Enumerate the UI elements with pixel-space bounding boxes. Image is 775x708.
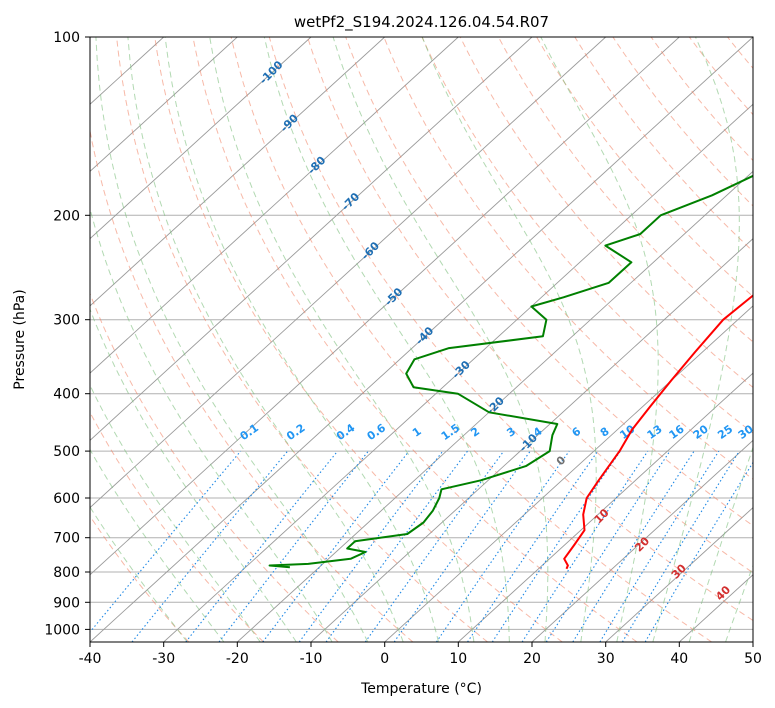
dry-adiabat-line <box>345 37 753 527</box>
dry-adiabat-line <box>536 37 753 298</box>
mixing-ratio-line <box>131 450 289 642</box>
isotherm-line <box>384 305 753 642</box>
isotherm-line <box>457 372 753 642</box>
x-tick-label: -20 <box>226 651 249 667</box>
isotherm-line <box>90 37 607 509</box>
plot-frame <box>89 36 754 643</box>
dry-adiabat-line <box>90 411 264 642</box>
dry-adiabat-line <box>307 37 753 574</box>
x-axis-label: Temperature (°C) <box>360 681 482 697</box>
mixing-ratio-line <box>298 450 444 642</box>
mixing-ratio-line <box>185 450 339 642</box>
moist-adiabat-line <box>725 564 753 642</box>
y-tick-label: 900 <box>53 595 80 611</box>
dry-adiabat-line <box>497 37 753 343</box>
isotherm-line <box>236 170 753 642</box>
dry-adiabat-line <box>421 37 753 434</box>
mixing-ratio-line <box>435 450 570 642</box>
dry-adiabat-line <box>459 37 753 389</box>
isotherm-line <box>90 37 238 173</box>
plot-area: 0.10.20.40.611.52346810131620253036-100-… <box>90 37 756 642</box>
y-tick-label: 700 <box>53 531 80 547</box>
mixing-ratio-line <box>545 450 671 642</box>
y-tick-label: 600 <box>53 491 80 507</box>
x-tick-label: 10 <box>449 651 467 667</box>
moist-adiabat-line <box>332 37 549 642</box>
y-tick-label: 500 <box>53 444 80 460</box>
moist-adiabat-line <box>688 445 753 642</box>
y-tick-label: 1000 <box>44 622 80 638</box>
isotherm-line <box>605 506 753 642</box>
dewpoint-profile-line <box>268 174 753 569</box>
mixing-ratio-line <box>262 450 410 642</box>
x-tick-label: -30 <box>152 651 175 667</box>
mixing-ratio-line <box>521 450 649 642</box>
mixing-ratio-label-16: 30 <box>736 422 756 442</box>
isotherm-line <box>163 103 753 642</box>
mixing-ratio-line <box>572 450 695 642</box>
x-tick-label: 50 <box>744 651 762 667</box>
moist-adiabat-line <box>421 37 597 642</box>
isotherm-line <box>90 37 533 441</box>
moist-adiabat-line <box>90 384 261 642</box>
dry-adiabat-line <box>650 37 753 162</box>
y-tick-label: 200 <box>53 208 80 224</box>
mixing-ratio-line <box>90 450 242 633</box>
x-tick-label: 30 <box>597 651 615 667</box>
y-tick-label: 400 <box>53 387 80 403</box>
x-tick-label: 20 <box>523 651 541 667</box>
isotherm-line <box>310 238 753 642</box>
dry-adiabat-line <box>230 37 712 642</box>
y-tick-label: 800 <box>53 565 80 581</box>
x-tick-label: 40 <box>670 651 688 667</box>
mixing-ratio-line <box>393 450 531 642</box>
isotherm-line <box>531 439 753 642</box>
mixing-ratio-line <box>467 450 599 642</box>
mixing-ratio-line <box>621 450 740 642</box>
moist-adiabat-line <box>127 37 404 642</box>
moist-adiabat-line <box>164 37 439 642</box>
moist-adiabat-line <box>209 37 475 642</box>
y-tick-label: 100 <box>53 30 80 46</box>
isotherm-line <box>90 37 753 642</box>
isotherm-line <box>90 37 386 307</box>
dry-adiabat-line <box>192 37 638 642</box>
y-axis-label: Pressure (hPa) <box>12 289 28 389</box>
temperature-profile-line <box>563 294 753 570</box>
x-tick-label: -40 <box>79 651 102 667</box>
dry-adiabat-line <box>116 37 488 642</box>
axis-ticks: -40 -30 -20 -10 0 10 20 30 40 50 100 200 300 400 500 60… <box>44 30 762 667</box>
dry-adiabat-line <box>90 128 414 642</box>
mixing-ratio-line <box>491 450 621 642</box>
isotherm-line <box>90 37 680 576</box>
dry-adiabat-line <box>154 37 563 642</box>
isotherm-line <box>90 37 459 374</box>
mixing-ratio-line <box>364 450 505 642</box>
moist-adiabat-line <box>263 37 510 642</box>
mixing-ratio-line <box>325 450 468 642</box>
x-tick-label: -10 <box>300 651 323 667</box>
moist-adiabat-line <box>652 37 740 642</box>
y-tick-label: 300 <box>53 313 80 329</box>
chart-title: wetPf2_S194.2024.126.04.54.R07 <box>294 13 549 32</box>
x-tick-label: 0 <box>380 651 389 667</box>
dry-adiabat-line <box>574 37 753 252</box>
moist-adiabat-line <box>90 448 225 642</box>
moist-adiabat-line <box>90 206 333 642</box>
moist-adiabat-line <box>95 37 369 642</box>
isotherm-line <box>90 37 312 240</box>
dry-adiabat-line <box>90 292 339 642</box>
moist-adiabat-line <box>90 307 297 642</box>
moist-adiabat-line <box>90 506 188 642</box>
